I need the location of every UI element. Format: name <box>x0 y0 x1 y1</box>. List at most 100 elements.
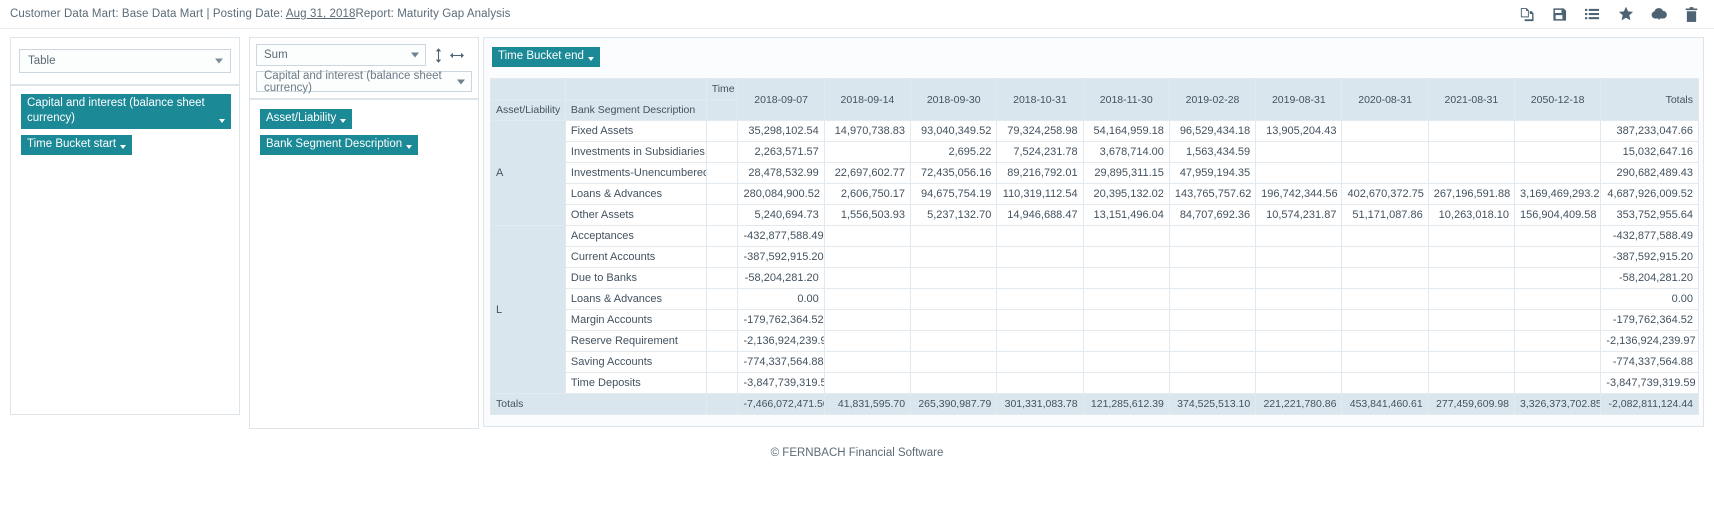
column-fields-dropzone[interactable]: Asset/Liability Bank Segment Description <box>249 99 479 429</box>
value-cell[interactable] <box>1514 141 1602 163</box>
value-cell[interactable] <box>823 372 912 394</box>
value-cell[interactable] <box>996 309 1084 331</box>
horizontal-resize-icon[interactable] <box>450 46 464 64</box>
value-cell[interactable]: 22,697,602.77 <box>823 162 912 184</box>
save-icon[interactable] <box>1551 6 1568 23</box>
value-cell[interactable] <box>1427 351 1516 373</box>
row-field-chip-time-bucket-start[interactable]: Time Bucket start <box>21 135 133 155</box>
value-cell[interactable] <box>996 288 1084 310</box>
value-cell[interactable] <box>1168 267 1257 289</box>
value-cell[interactable] <box>996 330 1084 352</box>
value-cell[interactable] <box>1168 330 1257 352</box>
value-cell[interactable]: 94,675,754.19 <box>910 183 998 205</box>
value-cell[interactable] <box>1168 225 1257 247</box>
value-cell[interactable] <box>1341 162 1429 184</box>
value-cell[interactable] <box>1341 309 1429 331</box>
value-cell[interactable] <box>1341 351 1429 373</box>
value-cell[interactable] <box>910 330 998 352</box>
value-cell[interactable]: 14,946,688.47 <box>996 204 1084 226</box>
value-cell[interactable] <box>1082 372 1170 394</box>
value-cell[interactable]: 267,196,591.88 <box>1427 183 1516 205</box>
vertical-resize-icon[interactable] <box>431 46 445 64</box>
value-cell[interactable] <box>1427 330 1516 352</box>
table-row[interactable]: A Fixed Assets 35,298,102.54 14,970,738.83 9… <box>490 120 1699 226</box>
value-cell[interactable]: 13,151,496.04 <box>1082 204 1170 226</box>
value-cell[interactable] <box>1168 351 1257 373</box>
aggregate-function-select[interactable]: Sum <box>256 44 426 66</box>
value-cell[interactable]: -58,204,281.20 <box>737 267 825 289</box>
table-row[interactable]: Time Deposits -3,847,739,319.59 -3,847,739… <box>491 372 1699 394</box>
value-cell[interactable] <box>1427 372 1516 394</box>
value-cell[interactable] <box>1082 267 1170 289</box>
value-cell[interactable] <box>1341 246 1429 268</box>
value-cell[interactable]: 29,895,311.15 <box>1082 162 1170 184</box>
column-field-chip-bank-segment-description[interactable]: Bank Segment Description <box>260 135 419 155</box>
value-cell[interactable]: 93,040,349.52 <box>910 120 998 142</box>
value-cell[interactable]: 51,171,087.86 <box>1341 204 1429 226</box>
value-cell[interactable] <box>823 246 912 268</box>
table-row[interactable]: L Acceptances -432,877,588.49 -432,877,588.… <box>490 225 1699 394</box>
cloud-download-icon[interactable] <box>1650 6 1667 23</box>
value-cell[interactable]: 2,263,571.57 <box>737 141 825 163</box>
value-cell[interactable] <box>1514 330 1602 352</box>
value-cell[interactable]: 28,478,532.99 <box>737 162 825 184</box>
value-cell[interactable] <box>1255 162 1343 184</box>
value-cell[interactable] <box>1255 246 1343 268</box>
value-cell[interactable] <box>1341 120 1429 142</box>
value-cell[interactable] <box>1427 141 1516 163</box>
table-row[interactable]: Investments in Subsidiaries 2,263,571.57 2… <box>491 141 1699 163</box>
value-cell[interactable]: -3,847,739,319.59 <box>737 372 825 394</box>
header-date-col[interactable]: 2018-09-14 <box>823 78 912 121</box>
value-cell[interactable]: 47,959,194.35 <box>1168 162 1257 184</box>
value-cell[interactable] <box>1427 246 1516 268</box>
value-cell[interactable]: -774,337,564.88 <box>737 351 825 373</box>
value-cell[interactable]: 13,905,204.43 <box>1255 120 1343 142</box>
value-cell[interactable] <box>1341 141 1429 163</box>
posting-date[interactable]: Aug 31, 2018 <box>285 8 356 20</box>
value-cell[interactable] <box>996 372 1084 394</box>
value-cell[interactable]: -2,136,924,239.97 <box>737 330 825 352</box>
star-icon[interactable] <box>1617 6 1634 23</box>
measure-field-select[interactable]: Capital and interest (balance sheet curr… <box>256 70 472 94</box>
list-icon[interactable] <box>1584 6 1601 23</box>
value-cell[interactable] <box>1341 330 1429 352</box>
table-row[interactable]: Loans & Advances 280,084,900.52 2,606,750.… <box>491 183 1699 205</box>
table-row[interactable]: Saving Accounts -774,337,564.88 -774,337,5… <box>491 351 1699 373</box>
row-field-chip-capital-and-interest[interactable]: Capital and interest (balance sheet curr… <box>21 94 231 129</box>
value-cell[interactable]: 96,529,434.18 <box>1168 120 1257 142</box>
value-cell[interactable] <box>1168 372 1257 394</box>
value-cell[interactable] <box>910 309 998 331</box>
value-cell[interactable] <box>823 288 912 310</box>
header-date-col[interactable]: 2018-11-30 <box>1082 78 1170 121</box>
value-cell[interactable] <box>1427 267 1516 289</box>
value-cell[interactable] <box>910 225 998 247</box>
pivot-chip-time-bucket-end[interactable]: Time Bucket end <box>492 47 600 67</box>
value-cell[interactable] <box>1255 225 1343 247</box>
view-type-select[interactable]: Table <box>19 49 231 73</box>
value-cell[interactable] <box>1514 372 1602 394</box>
value-cell[interactable] <box>1255 330 1343 352</box>
value-cell[interactable] <box>1514 225 1602 247</box>
value-cell[interactable] <box>1427 225 1516 247</box>
value-cell[interactable]: 35,298,102.54 <box>737 120 825 142</box>
header-date-col[interactable]: 2019-08-31 <box>1255 78 1343 121</box>
value-cell[interactable] <box>823 351 912 373</box>
value-cell[interactable]: 2,606,750.17 <box>823 183 912 205</box>
value-cell[interactable] <box>1514 309 1602 331</box>
header-date-col[interactable]: 2018-10-31 <box>996 78 1084 121</box>
value-cell[interactable]: -179,762,364.52 <box>737 309 825 331</box>
value-cell[interactable] <box>996 246 1084 268</box>
value-cell[interactable]: 0.00 <box>737 288 825 310</box>
table-row[interactable]: Current Accounts -387,592,915.20 -387,592,… <box>491 246 1699 268</box>
value-cell[interactable]: 5,240,694.73 <box>737 204 825 226</box>
value-cell[interactable] <box>996 351 1084 373</box>
value-cell[interactable] <box>823 309 912 331</box>
table-row[interactable]: Other Assets 5,240,694.73 1,556,503.93 5,23… <box>491 204 1699 226</box>
header-date-col[interactable]: 2021-08-31 <box>1427 78 1516 121</box>
value-cell[interactable]: 143,765,757.62 <box>1168 183 1257 205</box>
header-date-col[interactable]: 2020-08-31 <box>1341 78 1429 121</box>
value-cell[interactable] <box>1427 309 1516 331</box>
value-cell[interactable]: 72,435,056.16 <box>910 162 998 184</box>
value-cell[interactable] <box>1514 162 1602 184</box>
value-cell[interactable] <box>996 225 1084 247</box>
